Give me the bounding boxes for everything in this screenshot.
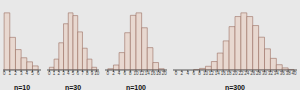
svg-text:6: 6: [192, 71, 195, 76]
svg-text:7: 7: [81, 71, 84, 76]
svg-text:8: 8: [198, 71, 201, 76]
html-text:10 12 14 16 18: 10 12 14 16 18: [133, 71, 162, 77]
svg-text:3: 3: [62, 71, 65, 76]
svg-text:6: 6: [76, 71, 79, 76]
svg-text:16: 16: [221, 71, 227, 76]
svg-text:n=300: n=300: [225, 84, 245, 90]
svg-text:12: 12: [209, 71, 215, 76]
svg-text:36: 36: [280, 71, 286, 76]
svg-text:40: 40: [292, 71, 293, 76]
svg-text:4: 4: [118, 71, 121, 76]
svg-text:6: 6: [37, 71, 40, 76]
svg-text:6: 6: [123, 71, 126, 76]
svg-text:5: 5: [72, 71, 75, 76]
svg-text:3: 3: [20, 71, 23, 76]
svg-text:18: 18: [227, 71, 233, 76]
svg-text:32: 32: [268, 71, 274, 76]
svg-text:26: 26: [250, 71, 256, 76]
svg-text:1: 1: [53, 71, 56, 76]
svg-text:0: 0: [175, 71, 178, 76]
svg-text:2: 2: [58, 71, 61, 76]
svg-text:9: 9: [90, 71, 94, 77]
svg-text:2: 2: [14, 71, 17, 76]
svg-text:28: 28: [256, 71, 262, 76]
svg-text:2: 2: [112, 71, 115, 76]
svg-text:34: 34: [274, 71, 280, 76]
svg-text:n=10: n=10: [14, 84, 30, 90]
svg-text:4: 4: [187, 71, 190, 76]
svg-text:22: 22: [238, 71, 244, 76]
svg-text:8: 8: [86, 71, 89, 76]
svg-text:4: 4: [67, 71, 70, 76]
svg-text:24: 24: [244, 71, 250, 76]
svg-text:4: 4: [26, 71, 29, 76]
svg-text:10: 10: [94, 71, 100, 76]
svg-text:20: 20: [232, 71, 238, 76]
svg-text:14: 14: [215, 71, 221, 76]
svg-text:38: 38: [286, 71, 292, 76]
svg-text:8: 8: [129, 71, 132, 76]
svg-text:5: 5: [31, 71, 34, 76]
svg-text:10: 10: [203, 71, 209, 76]
svg-text:n=100: n=100: [126, 84, 146, 90]
svg-text:0: 0: [107, 71, 110, 76]
svg-text:2: 2: [181, 71, 184, 76]
svg-text:0: 0: [48, 71, 51, 76]
svg-text:n=30: n=30: [65, 84, 81, 90]
svg-text:1: 1: [9, 71, 12, 76]
svg-text:30: 30: [262, 71, 268, 76]
svg-text:20: 20: [162, 71, 168, 76]
